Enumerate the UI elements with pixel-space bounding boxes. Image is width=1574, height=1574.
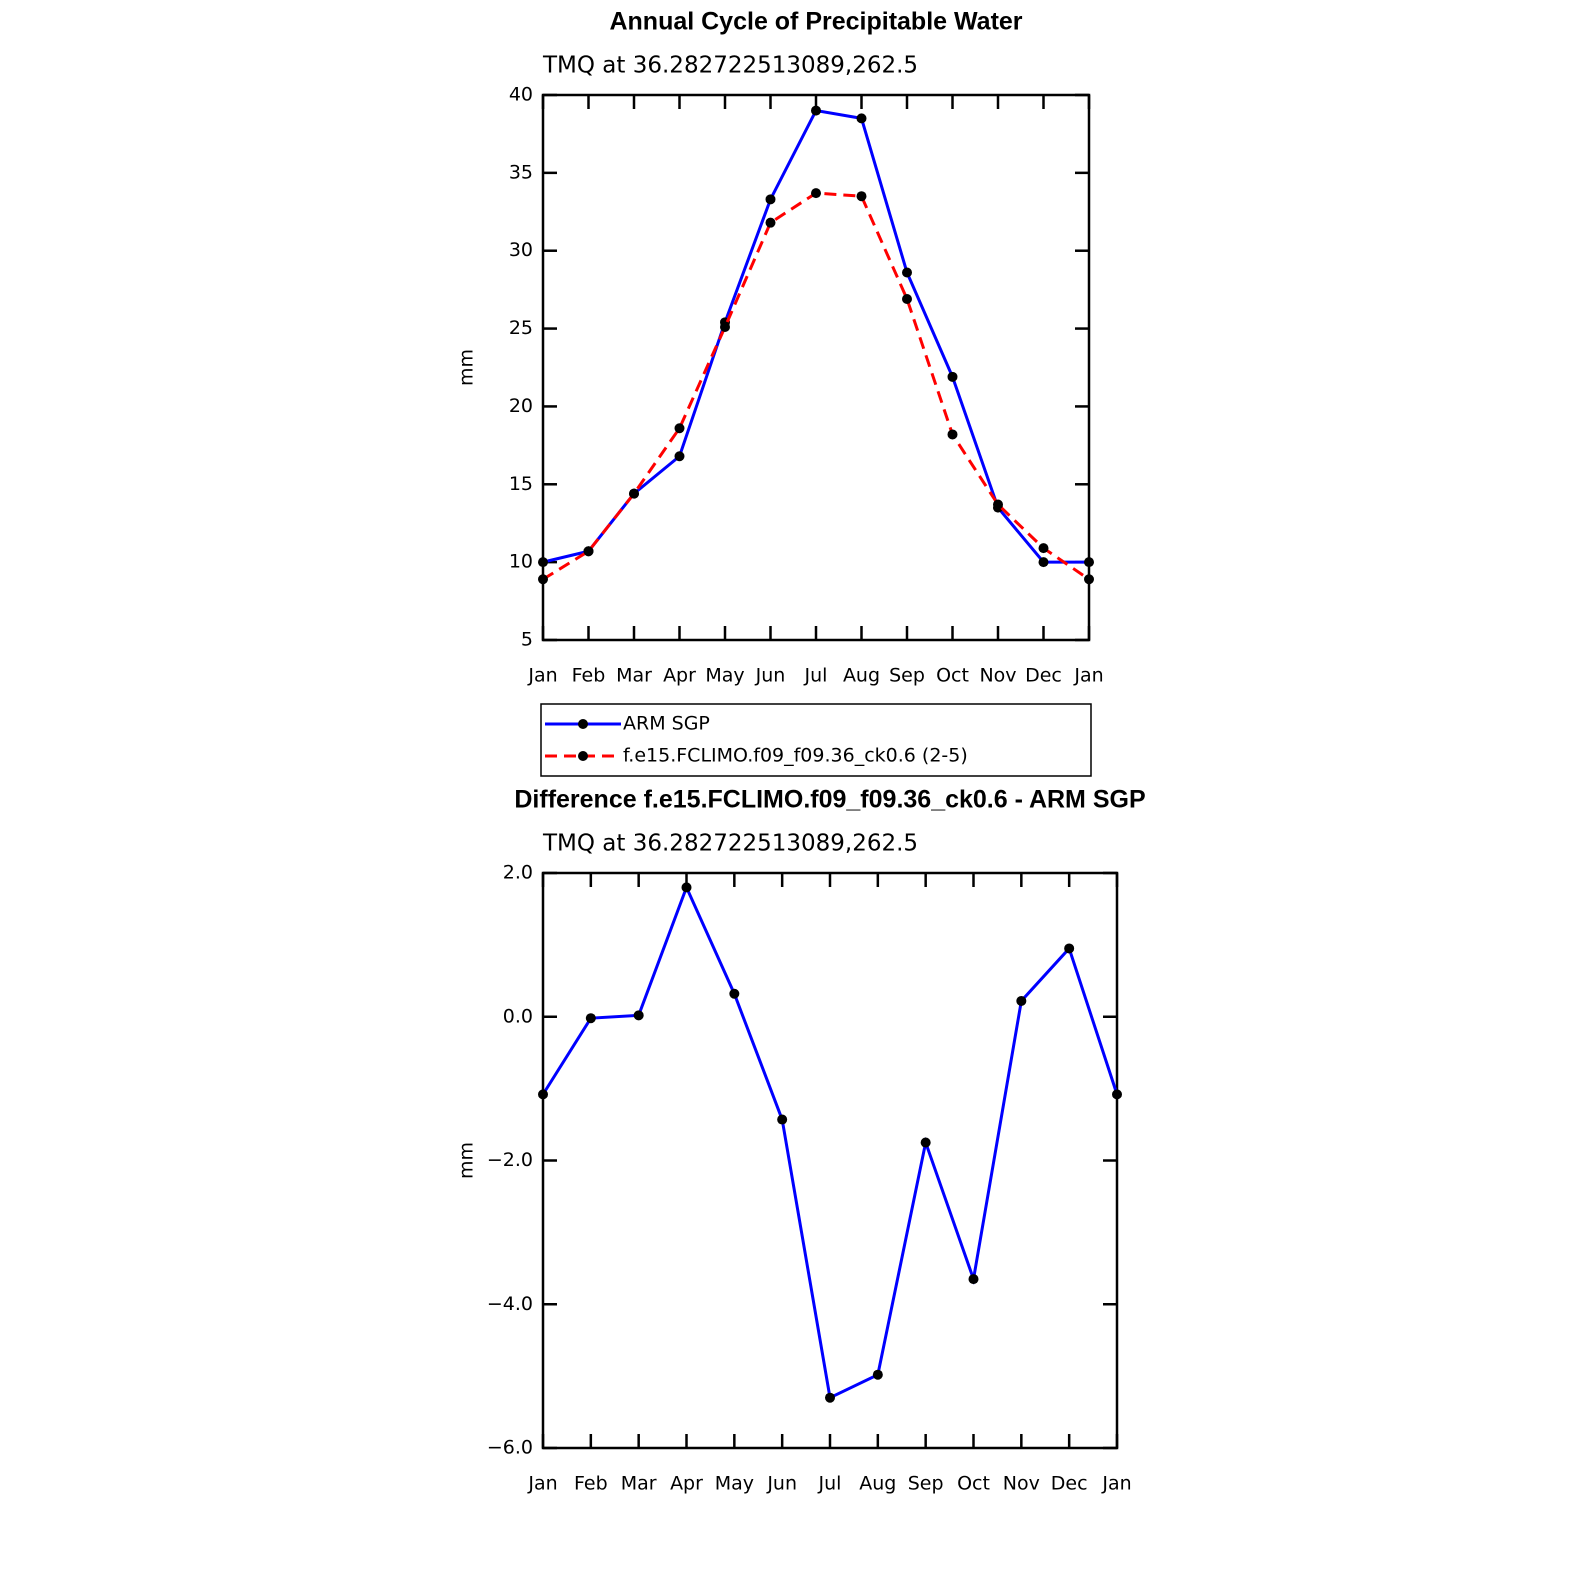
x-tick-label: Aug [843,665,880,687]
y-tick-label: 35 [509,161,533,183]
point [1084,574,1094,585]
x-tick-label: May [705,665,744,687]
point [968,1274,979,1285]
legend-label: f.e15.FCLIMO.f09_f09.36_ck0.6 (2-5) [623,745,968,767]
chart-title: Difference f.e15.FCLIMO.f09_f09.36_ck0.6… [514,786,1145,814]
y-tick-label: −4.0 [487,1293,533,1315]
y-axis-label: mm [456,1142,478,1179]
series-line [542,108,1089,564]
x-tick-label: Jan [527,1473,557,1495]
y-tick-label: 30 [509,239,533,261]
x-tick-label: Jul [818,1473,842,1495]
x-tick-label: Apr [663,665,696,687]
x-tick-label: Jun [766,1473,797,1495]
point [825,1392,835,1403]
y-axis-label: mm [456,349,478,386]
x-tick-label: May [715,1473,754,1495]
series-line [542,191,1090,581]
point [811,105,821,116]
legend-label: ARM SGP [623,713,710,735]
y-tick-label: 10 [509,551,533,573]
point [538,557,548,568]
x-tick-label: Feb [572,665,606,687]
point [947,371,958,382]
x-tick-label: Sep [908,1473,944,1495]
y-tick-label: −6.0 [487,1437,533,1459]
point [811,188,821,199]
y-tick-label: 0.0 [503,1005,533,1027]
y-tick-label: 2.0 [503,862,533,884]
chart-subtitle: TMQ at 36.282722513089,262.5 [542,53,918,79]
point [1038,557,1049,568]
point [902,267,912,278]
point [947,429,958,440]
plot-frame [541,871,1119,1450]
x-tick-label: Oct [957,1473,990,1495]
x-tick-label: Jun [755,665,786,687]
x-tick-label: Sep [889,665,925,687]
point [674,451,685,462]
chart-title: Annual Cycle of Precipitable Water [609,8,1022,36]
point [902,293,912,304]
x-tick-label: Jul [804,665,828,687]
point [633,1010,644,1021]
legend-box [540,703,1092,777]
x-tick-label: Jan [1101,1473,1131,1495]
x-tick-label: Feb [574,1473,608,1495]
point [856,113,867,124]
x-tick-label: Mar [616,665,652,687]
x-tick-label: Aug [859,1473,896,1495]
y-tick-label: 20 [509,395,533,417]
y-tick-label: 5 [521,629,533,651]
point [872,1369,883,1380]
point [629,488,639,499]
point [583,546,594,557]
x-tick-label: Dec [1025,665,1062,687]
x-tick-label: Nov [1003,1473,1040,1495]
legend-marker [578,751,588,761]
point [1084,557,1094,568]
point [1016,995,1027,1006]
point [856,191,867,202]
x-tick-label: Oct [936,665,969,687]
x-tick-label: Dec [1051,1473,1088,1495]
point [765,194,776,205]
y-tick-label: −2.0 [487,1149,533,1171]
point [720,322,730,333]
point [538,1089,548,1100]
point [920,1137,931,1148]
point [1038,543,1049,554]
x-tick-label: Jan [1073,665,1103,687]
series-line [541,883,1119,1400]
point [674,423,685,434]
point [1112,1089,1122,1100]
point [729,988,740,999]
y-tick-label: 25 [509,317,533,339]
point [993,499,1003,510]
point [765,217,776,228]
point [585,1013,596,1024]
x-tick-label: Nov [979,665,1016,687]
plot-frame [541,93,1091,642]
point [538,574,548,585]
x-tick-label: Apr [670,1473,703,1495]
point [1064,943,1075,954]
y-tick-label: 40 [509,84,533,106]
y-tick-label: 15 [509,473,533,495]
point [681,882,692,893]
x-tick-label: Mar [621,1473,657,1495]
x-tick-label: Jan [527,665,557,687]
legend-marker [578,719,588,729]
point [777,1114,788,1125]
chart-subtitle: TMQ at 36.282722513089,262.5 [542,831,918,857]
